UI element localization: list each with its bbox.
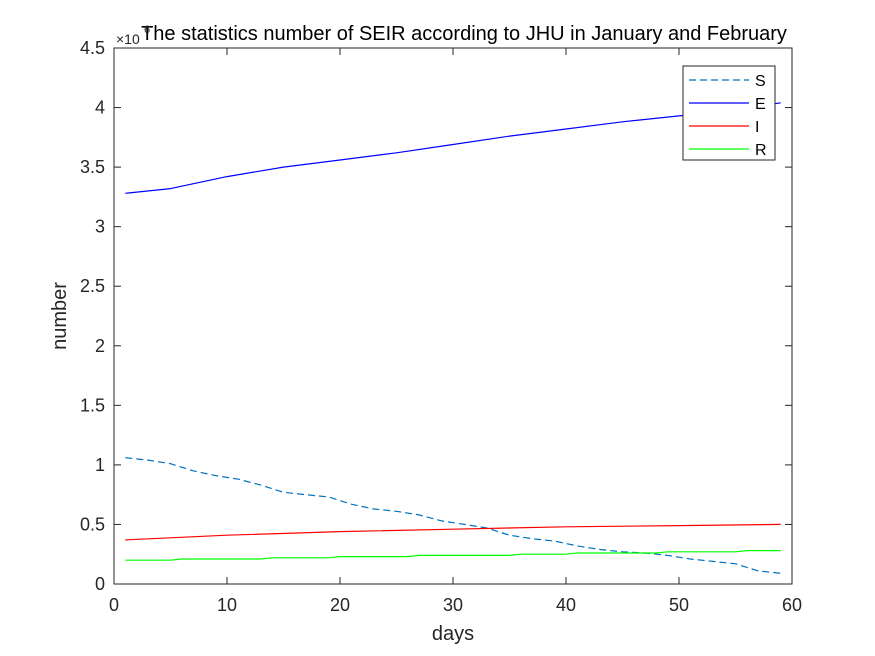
y-tick-label: 2 — [95, 336, 105, 356]
y-axis-label: number — [49, 282, 71, 350]
x-tick-label: 40 — [556, 595, 576, 615]
plot-area — [113, 47, 793, 585]
axes-layer: 0 10 20 30 40 50 60 0 0.5 1 1.5 2 2.5 3 3.5 4 4.5 — [80, 38, 802, 615]
legend-label-i: I — [755, 119, 759, 136]
y-tick-label: 2.5 — [80, 276, 105, 296]
y-multiplier-exponent: 6 — [144, 24, 150, 36]
y-tick-label: 3.5 — [80, 157, 105, 177]
legend-label-e: E — [755, 96, 766, 113]
chart-title: The statistics number of SEIR according … — [141, 23, 787, 45]
legend-box — [682, 65, 776, 161]
y-multiplier-label: ×10 6 — [116, 24, 150, 47]
x-tick-label: 20 — [330, 595, 350, 615]
legend: SEIR — [682, 65, 776, 161]
series-line-s — [125, 457, 781, 574]
x-tick-label: 30 — [443, 595, 463, 615]
plot-frame — [113, 47, 793, 585]
series-line-e — [125, 102, 781, 194]
x-tick-label: 60 — [782, 595, 802, 615]
y-tick-label: 3 — [95, 217, 105, 237]
series-layer — [125, 102, 781, 574]
series-line-r — [125, 549, 781, 561]
legend-label-s: S — [755, 73, 766, 90]
y-tick-label: 1.5 — [80, 395, 105, 415]
x-tick-label: 10 — [217, 595, 237, 615]
y-tick-label: 1 — [95, 455, 105, 475]
y-tick-label: 0.5 — [80, 514, 105, 534]
x-axis-label: days — [432, 623, 474, 645]
y-tick-label: 4.5 — [80, 38, 105, 58]
y-tick-label: 0 — [95, 574, 105, 594]
y-tick-label: 4 — [95, 98, 105, 118]
x-tick-label: 50 — [669, 595, 689, 615]
legend-label-r: R — [755, 142, 767, 159]
x-tick-label: 0 — [109, 595, 119, 615]
y-multiplier-base: ×10 — [116, 31, 140, 47]
series-line-i — [125, 523, 781, 541]
